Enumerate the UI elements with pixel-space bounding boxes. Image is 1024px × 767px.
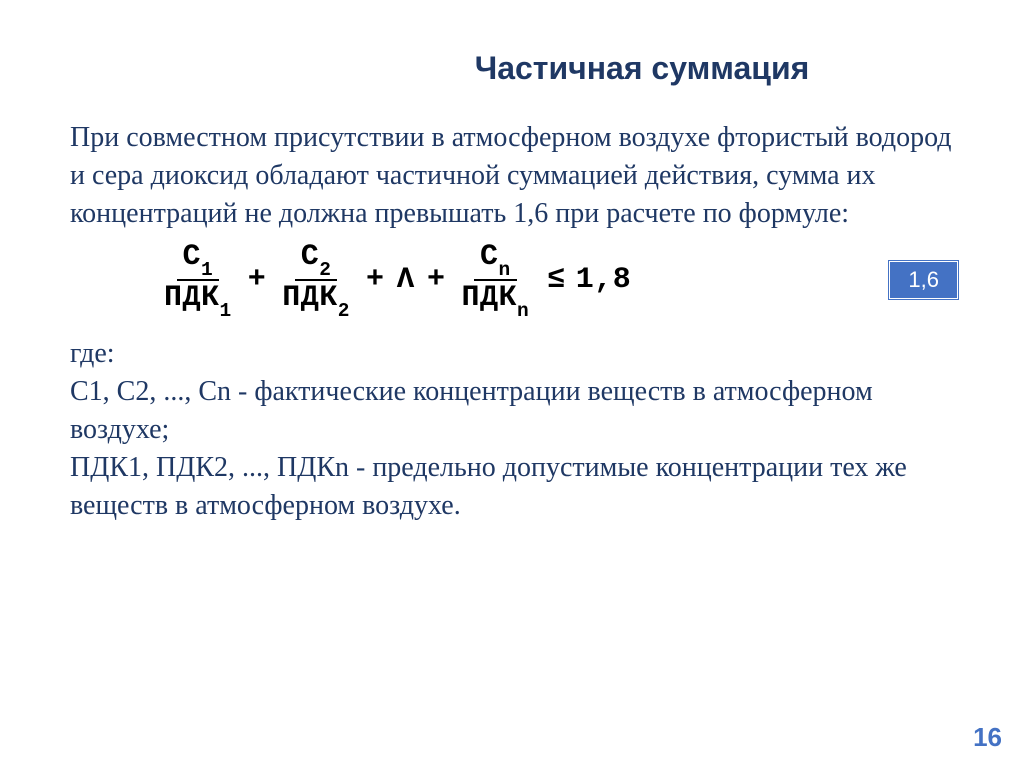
fraction-n: Cn ПДКn: [458, 242, 534, 317]
less-equal: ≤: [543, 263, 566, 297]
plus-1: +: [246, 263, 269, 297]
plus-3: +: [425, 263, 448, 297]
where-line-1: С1, С2, ..., Сn - фактические концентрац…: [70, 373, 964, 449]
summation-formula: C1 ПДК1 + C2 ПДК2 + Λ + Cn ПДКn ≤ 1,8: [160, 242, 631, 317]
where-block: где: С1, С2, ..., Сn - фактические конце…: [70, 335, 964, 524]
where-line-2: ПДК1, ПДК2, ..., ПДКn - предельно допуст…: [70, 449, 964, 525]
correction-callout: 1,6: [889, 261, 958, 299]
intro-paragraph: При совместном присутствии в атмосферном…: [70, 119, 964, 232]
fraction-1: C1 ПДК1: [160, 242, 236, 317]
ellipsis: Λ: [396, 263, 415, 297]
formula-row: C1 ПДК1 + C2 ПДК2 + Λ + Cn ПДКn ≤ 1,8 1,…: [70, 242, 964, 317]
fraction-2: C2 ПДК2: [278, 242, 354, 317]
slide-title: Частичная суммация: [320, 50, 964, 87]
rhs-value: 1,8: [576, 263, 632, 297]
plus-2: +: [364, 263, 387, 297]
where-label: где:: [70, 335, 964, 373]
page-number: 16: [973, 722, 1002, 753]
